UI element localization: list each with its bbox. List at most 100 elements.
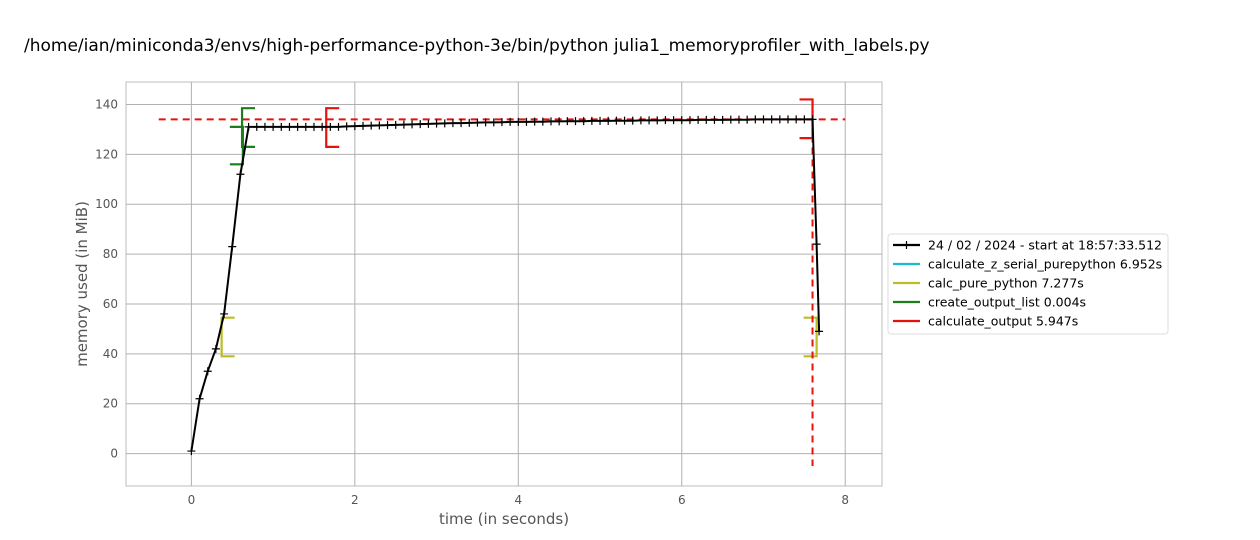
data-point-marker: [260, 122, 269, 131]
data-point-marker: [546, 117, 555, 126]
y-tick-label: 40: [103, 347, 118, 361]
data-point-marker: [620, 116, 629, 125]
data-point-marker: [612, 116, 621, 125]
grid-lines: [126, 82, 882, 486]
data-point-marker: [685, 116, 694, 125]
data-point-marker: [391, 120, 400, 129]
bracket-close: [803, 316, 818, 358]
x-tick-label: 0: [188, 493, 196, 507]
data-point-marker: [677, 116, 686, 125]
y-tick-label: 80: [103, 247, 118, 261]
data-point-marker: [743, 115, 752, 124]
legend-marker: [902, 241, 911, 249]
legend-label: calc_pure_python 7.277s: [928, 276, 1084, 291]
data-point-marker: [408, 120, 417, 129]
legend-label: 24 / 02 / 2024 - start at 18:57:33.512: [928, 238, 1162, 253]
data-point-marker: [767, 115, 776, 124]
data-point-marker: [808, 115, 817, 124]
data-point-marker: [326, 122, 335, 131]
x-tick-label: 6: [678, 493, 686, 507]
x-axis-label: time (in seconds): [439, 510, 569, 528]
data-point-marker: [563, 117, 572, 126]
x-tick-label: 8: [841, 493, 849, 507]
data-point-marker: [596, 116, 605, 125]
data-point-marker: [645, 116, 654, 125]
data-point-marker: [334, 122, 343, 131]
data-point-marker: [236, 170, 245, 179]
data-point-marker: [636, 116, 645, 125]
data-point-marker: [318, 122, 327, 131]
data-point-marker: [457, 119, 466, 128]
data-point-marker: [587, 116, 596, 125]
bracket-close: [229, 125, 244, 166]
data-point-marker: [506, 117, 515, 126]
data-point-marker: [628, 116, 637, 125]
data-point-marker: [203, 367, 212, 376]
data-point-marker: [416, 120, 425, 129]
data-point-marker: [473, 118, 482, 127]
data-point-marker: [710, 115, 719, 124]
data-point-marker: [571, 117, 580, 126]
data-point-marker: [342, 122, 351, 131]
data-point-marker: [285, 122, 294, 131]
data-point-marker: [759, 115, 768, 124]
bracket-open: [220, 316, 235, 358]
data-point-marker: [726, 115, 735, 124]
data-point-marker: [228, 242, 237, 251]
data-point-marker: [718, 115, 727, 124]
data-point-marker: [792, 115, 801, 124]
chart-title: /home/ian/miniconda3/envs/high-performan…: [24, 36, 930, 56]
data-point-marker: [399, 120, 408, 129]
data-point-marker: [522, 117, 531, 126]
data-point-marker: [497, 118, 506, 127]
data-point-marker: [375, 121, 384, 130]
data-point-marker: [653, 116, 662, 125]
y-tick-label: 140: [95, 97, 118, 111]
data-point-marker: [293, 122, 302, 131]
legend-label: calculate_z_serial_purepython 6.952s: [928, 257, 1162, 272]
function-brackets: [220, 98, 818, 467]
data-point-marker: [359, 121, 368, 130]
memory-series: [187, 115, 824, 456]
data-point-marker: [448, 119, 457, 128]
data-point-marker: [555, 117, 564, 126]
data-point-marker: [301, 122, 310, 131]
data-point-marker: [751, 115, 760, 124]
y-tick-label: 100: [95, 197, 118, 211]
data-point-marker: [244, 122, 253, 131]
data-point-marker: [530, 117, 539, 126]
y-axis-label: memory used (in MiB): [73, 201, 91, 367]
x-tick-label: 2: [351, 493, 359, 507]
data-point-marker: [489, 118, 498, 127]
legend-label: create_output_list 0.004s: [928, 295, 1086, 310]
data-point-marker: [734, 115, 743, 124]
data-point-marker: [694, 115, 703, 124]
data-point-marker: [309, 122, 318, 131]
data-point-marker: [383, 121, 392, 130]
data-point-marker: [812, 240, 821, 249]
legend-box: [887, 233, 1169, 335]
data-point-marker: [195, 394, 204, 403]
data-point-marker: [784, 115, 793, 124]
y-tick-label: 60: [103, 297, 118, 311]
data-point-marker: [514, 117, 523, 126]
y-tick-label: 20: [103, 397, 118, 411]
data-point-marker: [424, 119, 433, 128]
data-point-marker: [432, 119, 441, 128]
x-tick-label: 4: [514, 493, 522, 507]
legend: 24 / 02 / 2024 - start at 18:57:33.512 ca…: [887, 233, 1169, 335]
plot-area: [125, 81, 883, 487]
data-point-marker: [481, 118, 490, 127]
data-point-marker: [269, 122, 278, 131]
data-point-marker: [775, 115, 784, 124]
data-point-marker: [815, 327, 824, 336]
data-point-marker: [367, 121, 376, 130]
data-point-marker: [211, 344, 220, 353]
y-tick-label: 0: [110, 447, 118, 461]
data-point-marker: [252, 122, 261, 131]
data-point-marker: [220, 309, 229, 318]
data-point-marker: [187, 447, 196, 456]
data-point-marker: [702, 115, 711, 124]
